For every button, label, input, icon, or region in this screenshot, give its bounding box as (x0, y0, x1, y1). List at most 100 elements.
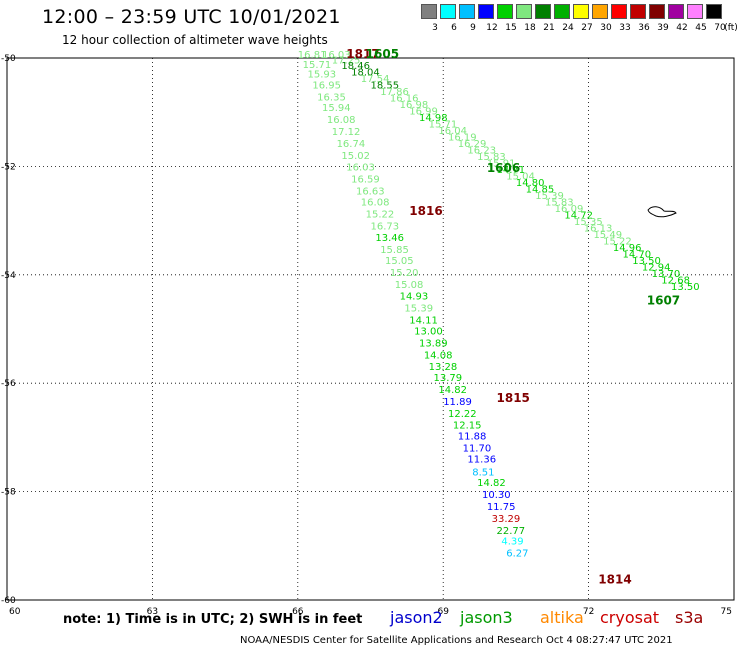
wave-height-label: 13.00 (414, 326, 443, 337)
wave-height-label: 14.80 (516, 178, 545, 189)
note-text: note: 1) Time is in UTC; 2) SWH is in fe… (63, 612, 363, 627)
wave-height-label: 15.71 (303, 60, 332, 71)
wave-height-label: 14.11 (409, 316, 438, 327)
wave-height-label: 16.13 (584, 223, 613, 234)
map-title: 12:00 – 23:59 UTC 10/01/2021 (42, 6, 341, 28)
wave-height-label: 15.71 (429, 119, 458, 130)
mission-s3a: s3a (675, 608, 704, 627)
wave-height-label: 16.98 (400, 100, 429, 111)
island-outline (647, 206, 677, 218)
wave-height-label: 16.95 (312, 80, 341, 91)
x-tick-label: 75 (721, 607, 732, 617)
wave-height-label: 12.68 (661, 275, 690, 286)
wave-height-label: 17.12 (332, 127, 361, 138)
legend-swatch (478, 4, 494, 19)
legend-label: 36 (638, 23, 650, 33)
wave-height-label: 6.27 (506, 549, 528, 560)
wave-height-label: 15.35 (574, 217, 603, 228)
track-number-label: 1605 (366, 47, 399, 61)
wave-height-label: 16.03 (322, 50, 351, 61)
y-tick-label: -50 (1, 54, 16, 64)
wave-height-label: 16.04 (438, 126, 467, 137)
wave-height-label: 15.02 (341, 151, 370, 162)
legend-swatch (592, 4, 608, 19)
wave-height-label: 17.25 (332, 55, 361, 66)
wave-height-label: 15.83 (477, 152, 506, 163)
wave-height-label: 16.73 (371, 221, 400, 232)
x-tick-label: 63 (147, 607, 158, 617)
mission-jason2: jason2 (390, 608, 443, 627)
wave-height-label: 15.49 (593, 230, 622, 241)
wave-height-label: 15.39 (535, 191, 564, 202)
legend-label: 9 (470, 23, 476, 33)
track-number-label: 1606 (487, 161, 520, 175)
wave-height-label: 16.35 (317, 92, 346, 103)
wave-height-label: 15.04 (506, 171, 535, 182)
legend-swatch (554, 4, 570, 19)
legend-swatch (668, 4, 684, 19)
wave-height-label: 16.74 (337, 139, 366, 150)
legend-label: 70 (714, 23, 726, 33)
track-number-label: 1814 (598, 573, 631, 587)
mission-jason3: jason3 (460, 608, 513, 627)
wave-height-label: 13.70 (652, 269, 681, 280)
wave-height-label: 13.46 (375, 233, 404, 244)
wave-height-label: 11.89 (443, 397, 472, 408)
wave-height-label: 11.75 (487, 502, 516, 513)
legend-label: 42 (676, 23, 688, 33)
legend-unit: (ft) (724, 23, 738, 33)
wave-height-label: 14.72 (564, 210, 593, 221)
legend-swatch (706, 4, 722, 19)
y-tick-label: -52 (1, 162, 16, 172)
mission-altika: altika (540, 608, 584, 627)
wave-height-label: 13.79 (434, 373, 463, 384)
legend-label: 39 (657, 23, 669, 33)
wave-height-label: 16.08 (327, 115, 356, 126)
wave-height-label: 16.29 (458, 139, 487, 150)
legend-swatch (611, 4, 627, 19)
legend-swatch (440, 4, 456, 19)
wave-height-label: 4.39 (501, 537, 523, 548)
x-tick-label: 72 (583, 607, 594, 617)
wave-height-label: 15.39 (404, 304, 433, 315)
wave-height-label: 14.85 (526, 184, 555, 195)
wave-height-label: 14.70 (623, 249, 652, 260)
wave-height-label: 15.20 (390, 268, 419, 279)
legend-label: 12 (486, 23, 498, 33)
wave-height-label: 14.93 (400, 292, 429, 303)
wave-height-label: 15.08 (395, 280, 424, 291)
legend-label: 3 (432, 23, 438, 33)
track-number-label: 1607 (647, 294, 680, 308)
wave-height-label: 15.91 (487, 158, 516, 169)
wave-height-label: 12.15 (453, 421, 482, 432)
legend-swatch (649, 4, 665, 19)
wave-height-label: 16.09 (555, 204, 584, 215)
legend-swatch (421, 4, 437, 19)
track-number-label: 1816 (409, 204, 442, 218)
wave-height-label: 15.05 (385, 256, 414, 267)
wave-height-label: 16.16 (390, 93, 419, 104)
wave-height-label: 16.03 (346, 163, 375, 174)
legend-swatch (516, 4, 532, 19)
y-tick-label: -60 (1, 596, 16, 606)
legend-label: 18 (524, 23, 536, 33)
wave-height-label: 15.22 (603, 236, 632, 247)
wave-height-label: 18.55 (371, 80, 400, 91)
mission-cryosat: cryosat (600, 608, 660, 627)
legend-label: 24 (562, 23, 574, 33)
x-tick-label: 60 (9, 607, 21, 617)
legend-swatch (459, 4, 475, 19)
wave-height-label: 15.22 (366, 209, 395, 220)
wave-height-label: 18.46 (341, 61, 370, 72)
wave-height-label: 14.98 (419, 113, 448, 124)
legend-label: 21 (543, 23, 555, 33)
wave-height-label: 16.81 (298, 50, 327, 61)
wave-height-label: 14.82 (438, 385, 467, 396)
track-number-label: 1815 (497, 391, 530, 405)
x-tick-label: 69 (437, 607, 449, 617)
wave-height-label: 12.94 (642, 262, 671, 273)
wave-height-label: 11.36 (467, 454, 496, 465)
wave-height-label: 12.22 (448, 409, 477, 420)
wave-height-label: 16.59 (351, 175, 380, 186)
